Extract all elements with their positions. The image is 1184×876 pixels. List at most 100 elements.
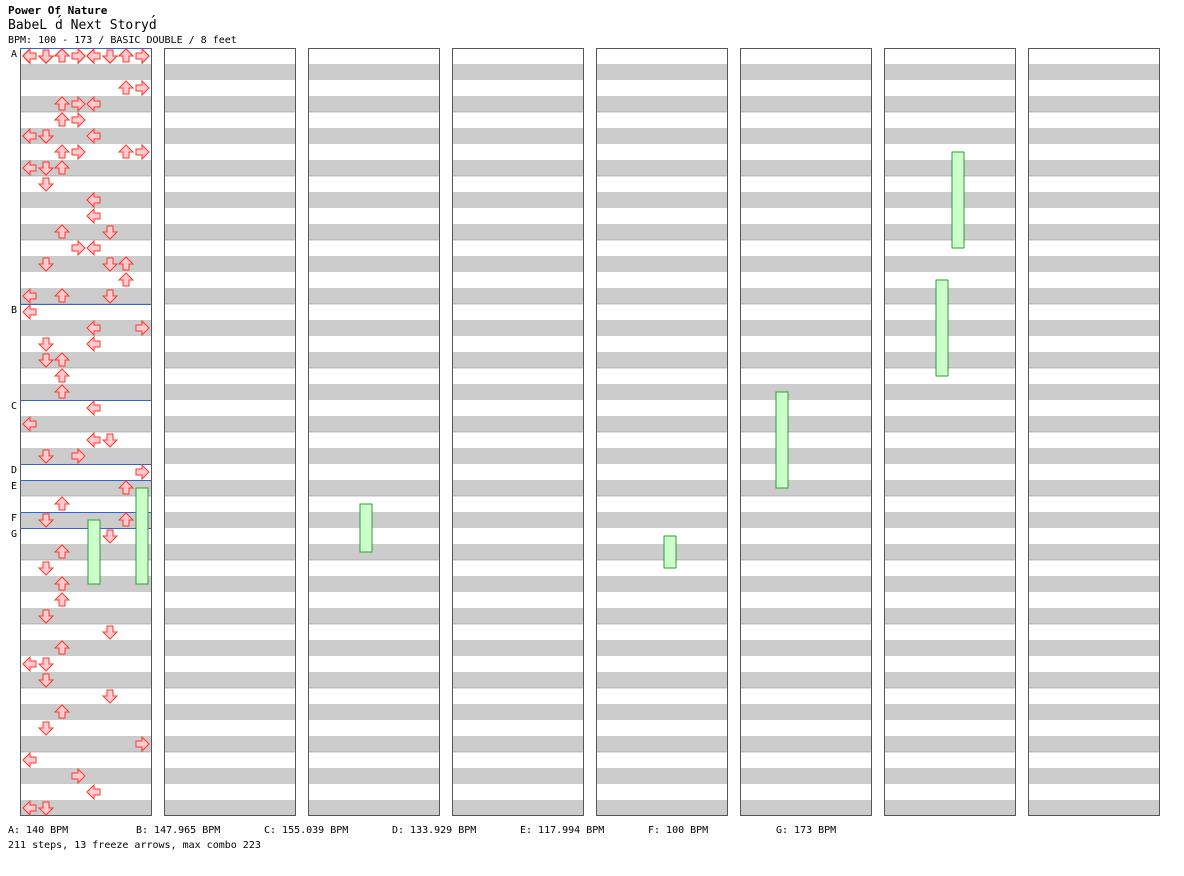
step-arrow: [37, 257, 55, 272]
stripe-band: [740, 384, 872, 400]
stripe-band: [596, 416, 728, 432]
stripe-band: [1028, 672, 1160, 688]
stripe-band: [308, 224, 440, 240]
stripe-band: [1028, 416, 1160, 432]
stripe-band: [452, 64, 584, 80]
stripe-band: [884, 736, 1016, 752]
step-arrow: [53, 144, 71, 159]
stripe-band: [308, 672, 440, 688]
stripe-band: [308, 608, 440, 624]
stripe-band: [596, 800, 728, 816]
stripe-band: [596, 704, 728, 720]
step-arrow: [86, 319, 101, 337]
stripe-band: [20, 384, 152, 400]
legend-section-e: E: 117.994 BPM: [520, 825, 605, 836]
stripe-band: [164, 96, 296, 112]
stripe-band: [884, 544, 1016, 560]
stripe-band: [164, 128, 296, 144]
stripe-band: [452, 96, 584, 112]
step-arrow: [135, 463, 150, 481]
stripe-band: [164, 64, 296, 80]
stripe-band: [884, 640, 1016, 656]
stripe-band: [740, 640, 872, 656]
stripe-band: [20, 224, 152, 240]
stripe-band: [20, 480, 152, 496]
stripe-band: [452, 224, 584, 240]
step-arrow: [37, 177, 55, 192]
stripe-band: [740, 64, 872, 80]
stripe-band: [740, 320, 872, 336]
stripe-band: [20, 64, 152, 80]
freeze-arrow: [775, 391, 789, 489]
step-arrow: [86, 207, 101, 225]
step-arrow: [117, 256, 135, 271]
stripe-band: [164, 448, 296, 464]
stripe-band: [20, 256, 152, 272]
stripe-band: [20, 448, 152, 464]
legend-section-f: F: 100 BPM: [648, 825, 709, 836]
step-arrow: [22, 47, 37, 65]
stripe-band: [452, 192, 584, 208]
step-arrow: [53, 352, 71, 367]
stripe-band: [740, 160, 872, 176]
stripe-band: [596, 448, 728, 464]
stripe-band: [308, 704, 440, 720]
stripe-band: [452, 128, 584, 144]
stripe-band: [452, 512, 584, 528]
stripe-band: [164, 800, 296, 816]
step-arrow: [86, 47, 101, 65]
stripe-band: [884, 672, 1016, 688]
step-arrow: [71, 239, 86, 257]
stripe-band: [884, 448, 1016, 464]
stripe-band: [164, 352, 296, 368]
stripe-band: [308, 480, 440, 496]
stripe-band: [164, 736, 296, 752]
stripe-band: [596, 352, 728, 368]
stripe-band: [596, 288, 728, 304]
step-arrow: [86, 95, 101, 113]
step-arrow: [37, 337, 55, 352]
stripe-band: [1028, 256, 1160, 272]
step-arrow: [101, 289, 119, 304]
stripe-band: [1028, 480, 1160, 496]
stripe-band: [308, 448, 440, 464]
stripe-band: [884, 128, 1016, 144]
stripe-band: [452, 736, 584, 752]
stripe-band: [596, 480, 728, 496]
stripe-band: [884, 384, 1016, 400]
stripe-band: [164, 224, 296, 240]
stripe-band: [596, 160, 728, 176]
stripe-band: [20, 736, 152, 752]
step-arrow: [86, 335, 101, 353]
stripe-band: [20, 512, 152, 528]
stripe-band: [740, 736, 872, 752]
stripe-band: [884, 64, 1016, 80]
stripe-band: [452, 480, 584, 496]
step-arrow: [86, 431, 101, 449]
stripe-band: [452, 608, 584, 624]
stripe-band: [884, 800, 1016, 816]
chart-column-frame: [884, 48, 1016, 816]
stripe-band: [740, 352, 872, 368]
freeze-arrow: [359, 503, 373, 553]
stripe-band: [1028, 704, 1160, 720]
step-arrow: [22, 415, 37, 433]
stripe-band: [740, 672, 872, 688]
step-arrow: [101, 625, 119, 640]
stripe-band: [740, 704, 872, 720]
step-arrow: [37, 801, 55, 816]
step-arrow: [135, 47, 150, 65]
step-arrow: [71, 111, 86, 129]
stripe-band: [164, 768, 296, 784]
stripe-band: [308, 64, 440, 80]
step-arrow: [37, 673, 55, 688]
stripe-band: [308, 768, 440, 784]
step-arrow: [22, 287, 37, 305]
stripe-band: [596, 640, 728, 656]
stripe-band: [884, 256, 1016, 272]
step-arrow: [37, 49, 55, 64]
stripe-band: [308, 384, 440, 400]
step-arrow: [101, 49, 119, 64]
stripe-band: [20, 288, 152, 304]
stripe-band: [740, 96, 872, 112]
